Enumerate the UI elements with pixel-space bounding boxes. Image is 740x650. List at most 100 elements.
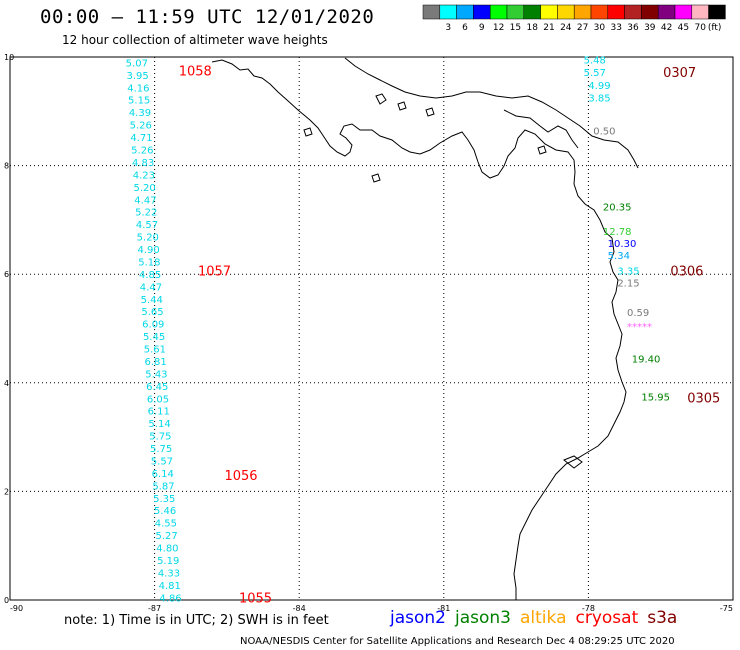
satellite-altika: altika [520,608,567,628]
wave-height-value: 5.87 [152,481,174,492]
x-tick-label: -75 [720,604,733,613]
wave-height-value: 5.57 [151,456,173,467]
wave-height-value: 5.45 [143,332,165,343]
wave-height-value: 4.86 [159,593,181,604]
page-title: 00:00 – 11:59 UTC 12/01/2020 [40,6,375,28]
wave-height-value: 5.75 [150,444,172,455]
wave-height-value: 5.65 [141,307,163,318]
wave-height-value: 2.15 [617,278,639,289]
map-frame [9,56,734,601]
x-tick-label: -78 [582,604,595,613]
wave-height-value: 5.44 [141,295,163,306]
pass-time-label: 1056 [224,469,257,484]
y-tick-label: 10 [4,53,14,62]
legend-swatch [557,4,575,20]
wave-height-value: 4.90 [137,245,159,256]
wave-height-value: 5.61 [144,345,166,356]
wave-height-value: 4.47 [140,282,162,293]
x-tick-label: -90 [10,604,23,613]
legend-bin-label: 45 [678,23,689,33]
wave-height-value: 5.57 [584,68,606,79]
y-tick-label: 4 [4,379,9,388]
wave-height-value: 5.27 [155,531,177,542]
y-tick-label: 0 [4,596,9,605]
legend-swatch [573,4,592,20]
wave-height-value: 4.57 [136,220,158,231]
wave-height-value: 4.55 [155,519,177,530]
wave-height-value: 10.30 [608,239,637,250]
legend-bin-label: 24 [560,23,572,33]
y-tick-label: 6 [4,270,9,279]
legend-bin-label: 70 [694,23,706,33]
wave-height-value: 3.35 [617,266,639,277]
wave-height-value: 5.22 [135,208,157,219]
legend-bin-label: 3 [445,23,451,33]
credit-line: NOAA/NESDIS Center for Satellite Applica… [240,636,675,647]
wave-height-value: 5.19 [157,556,179,567]
legend-unit: (ft) [708,23,722,33]
legend-bin-label: 12 [493,23,504,33]
legend-swatch [506,4,525,20]
wave-height-value: 3.95 [126,71,148,82]
legend-swatch [489,4,508,20]
wave-height-value: 5.15 [128,96,150,107]
wave-height-value: 5.26 [130,121,152,132]
wave-height-value: 5.20 [137,233,159,244]
satellite-legend: jason2 jason3 altika cryosat s3a [390,608,686,628]
legend-swatch [473,4,491,20]
x-tick-label: -87 [148,604,161,613]
legend-bin-label: 30 [594,23,606,33]
legend-swatch [607,4,625,20]
legend-bin-label: 21 [543,23,554,33]
legend-swatch [456,4,474,20]
wave-height-value: 4.71 [130,133,152,144]
wave-height-value: 4.39 [129,108,151,119]
wave-height-value: 5.14 [148,419,170,430]
map-grid: -90 -87 -84 -81 -78 -75 0 2 4 6 8 10 [4,53,734,613]
wave-height-value: 4.16 [127,83,149,94]
wave-height-value: 0.59 [627,308,649,319]
legend-swatch [624,4,642,20]
x-tick-label: -81 [437,604,450,613]
wave-height-value: 4.33 [158,568,180,579]
y-tick-label: 8 [4,162,9,171]
satellite-cryosat: cryosat [575,608,639,628]
legend-swatch [641,4,659,20]
wave-height-value: 6.14 [152,469,174,480]
wave-height-value: 6.11 [148,407,170,418]
wave-height-value: 5.46 [154,506,176,517]
legend-swatch [708,4,726,20]
coastline-icon [211,57,639,600]
pass-time-label: 1055 [239,591,272,606]
wave-height-value: ***** [627,322,652,333]
legend-swatch [657,4,676,20]
wave-height-value: 6.81 [145,357,167,368]
legend-swatch [590,4,609,20]
wave-height-labels: 5.07 3.954.16 5.154.39 5.264.715.26 4.834.23… [126,56,721,607]
y-tick-label: 2 [4,487,9,496]
wave-height-value: 6.45 [146,382,168,393]
satellite-s3a: s3a [647,608,678,628]
wave-height-value: 19.40 [632,354,661,365]
wave-height-value: 15.95 [641,392,670,403]
legend-swatch [523,4,541,20]
pass-time-label: 0307 [663,66,696,81]
legend-bin-label: 36 [627,23,639,33]
satellite-jason3: jason3 [455,608,511,628]
legend-swatch [439,4,457,20]
legend-swatch [691,4,709,20]
wave-height-value: 4.83 [132,158,154,169]
units-note: note: 1) Time is in UTC; 2) SWH is in fe… [64,613,329,628]
pass-time-label: 1057 [198,264,231,279]
wave-height-value: 5.26 [131,145,153,156]
legend-swatch [540,4,558,20]
wave-height-value: 4.80 [156,544,178,555]
wave-height-value: 4.81 [159,581,181,592]
wave-height-value: 12.78 [603,227,632,238]
wave-height-value: 5.75 [149,432,171,443]
wave-height-value: 5.35 [153,494,175,505]
legend-bin-label: 9 [479,23,485,33]
legend-bin-label: 27 [577,23,588,33]
legend-bin-label: 39 [644,23,656,33]
wave-height-value: 4.99 [588,81,610,92]
